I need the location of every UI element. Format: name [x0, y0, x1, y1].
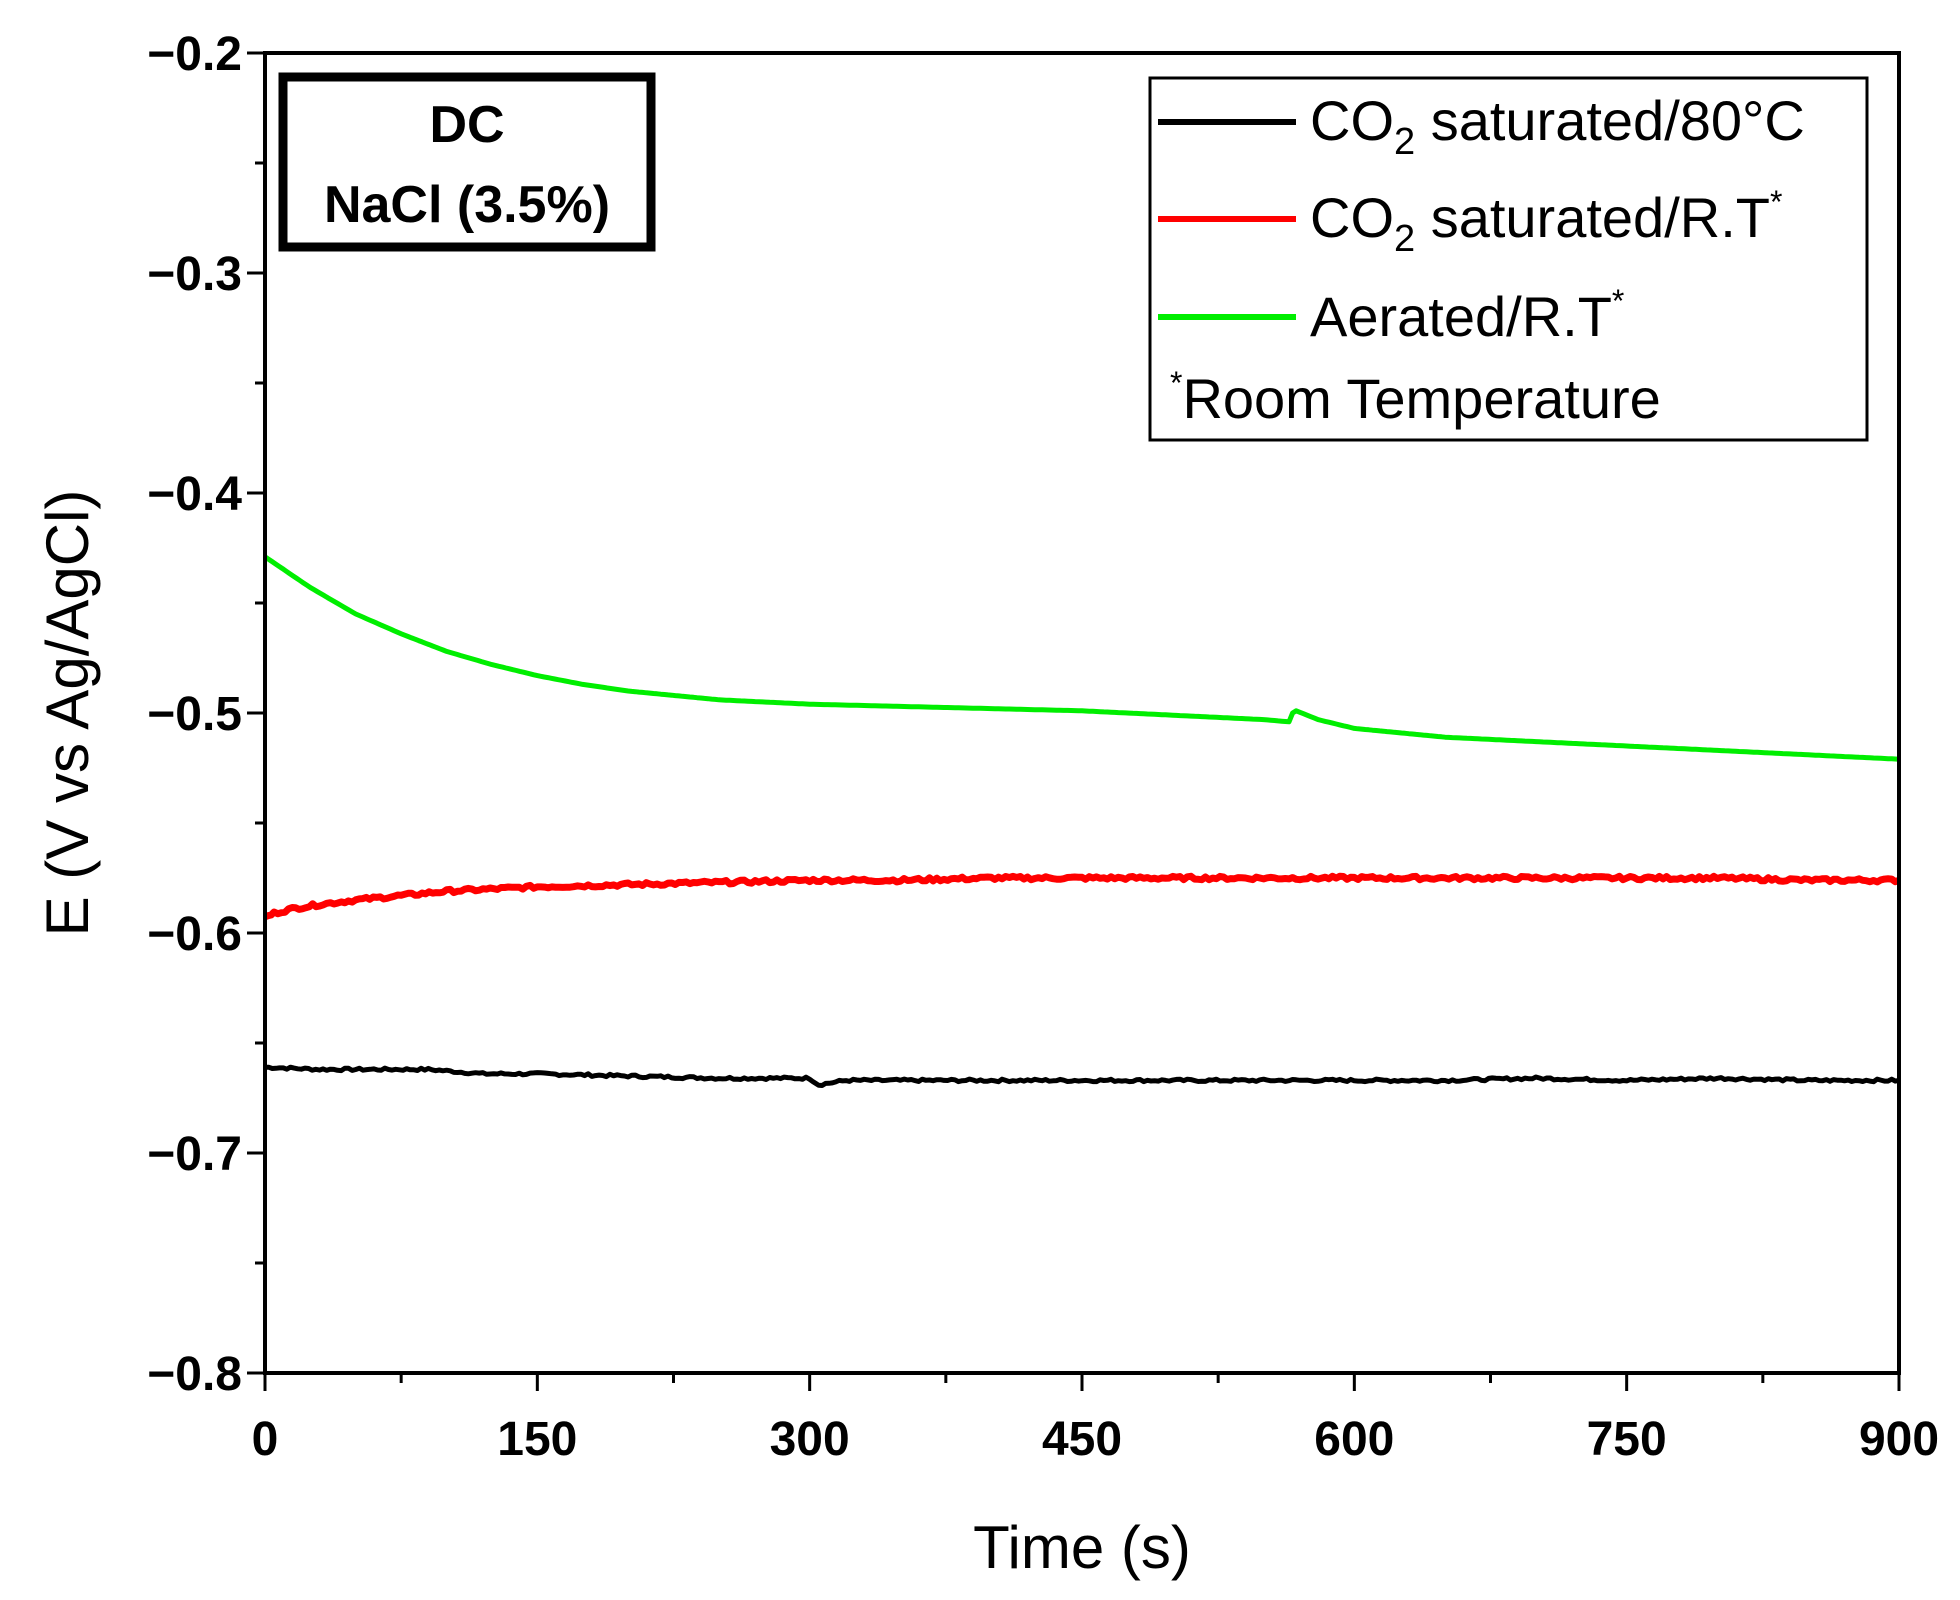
y-tick-label: −0.4 — [147, 468, 242, 521]
x-tick-label: 300 — [770, 1413, 850, 1466]
annotation-line-2: NaCl (3.5%) — [324, 176, 610, 234]
legend-label: CO2 saturated/80°C — [1310, 89, 1805, 163]
legend-footnote: *Room Temperature — [1170, 365, 1661, 430]
x-tick-label: 900 — [1859, 1413, 1939, 1466]
x-axis-title: Time (s) — [973, 1514, 1191, 1581]
legend-label: CO2 saturated/R.T* — [1310, 184, 1782, 260]
x-tick-labels: 0 150 300 450 600 750 900 — [252, 1413, 1939, 1466]
series-line-3 — [263, 554, 1900, 762]
y-tick-label: −0.8 — [147, 1348, 242, 1401]
x-tick-label: 450 — [1042, 1413, 1122, 1466]
y-axis-title: E (V vs Ag/AgCl) — [34, 490, 101, 937]
annotation-line-1: DC — [429, 96, 504, 154]
x-tick-label: 600 — [1314, 1413, 1394, 1466]
legend-label: Aerated/R.T* — [1310, 283, 1624, 348]
series-layer — [263, 554, 1901, 1088]
y-tick-label: −0.3 — [147, 248, 242, 301]
y-tick-label: −0.7 — [147, 1128, 242, 1181]
series-line-2 — [263, 872, 1901, 921]
legend-frame — [1148, 76, 1869, 442]
tick-layer — [247, 51, 1901, 1391]
y-tick-label: −0.5 — [147, 688, 242, 741]
annotation-frame — [278, 72, 656, 252]
series-line-1 — [265, 1064, 1900, 1088]
legend: CO2 saturated/80°C CO2 saturated/R.T* Ae… — [1148, 76, 1869, 442]
y-tick-labels: −0.2 −0.3 −0.4 −0.5 −0.6 −0.7 −0.8 — [147, 28, 242, 1401]
x-tick-label: 150 — [497, 1413, 577, 1466]
x-tick-label: 0 — [252, 1413, 279, 1466]
x-tick-label: 750 — [1587, 1413, 1667, 1466]
annotation-box: DC NaCl (3.5%) — [278, 72, 656, 252]
y-tick-label: −0.6 — [147, 908, 242, 961]
y-tick-label: −0.2 — [147, 28, 242, 81]
